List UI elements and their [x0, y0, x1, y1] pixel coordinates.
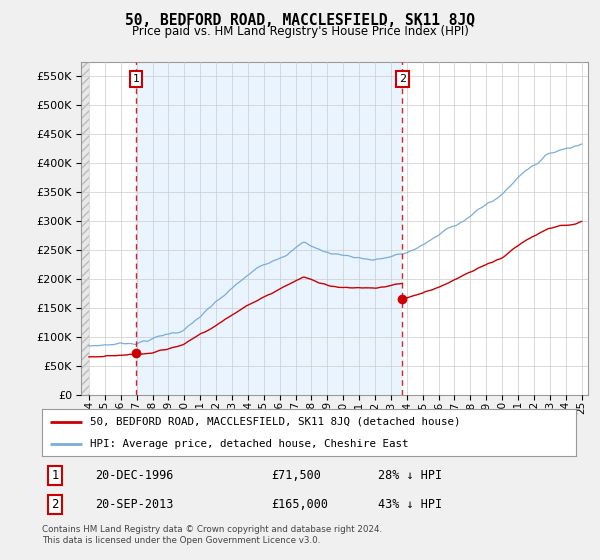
Text: 20-SEP-2013: 20-SEP-2013	[95, 498, 174, 511]
Text: 43% ↓ HPI: 43% ↓ HPI	[379, 498, 443, 511]
Text: 2: 2	[399, 74, 406, 84]
Text: 50, BEDFORD ROAD, MACCLESFIELD, SK11 8JQ (detached house): 50, BEDFORD ROAD, MACCLESFIELD, SK11 8JQ…	[90, 417, 461, 427]
Text: 50, BEDFORD ROAD, MACCLESFIELD, SK11 8JQ: 50, BEDFORD ROAD, MACCLESFIELD, SK11 8JQ	[125, 13, 475, 28]
Text: HPI: Average price, detached house, Cheshire East: HPI: Average price, detached house, Ches…	[90, 438, 409, 449]
Text: 1: 1	[133, 74, 140, 84]
Bar	[81, 62, 89, 395]
Bar	[136, 62, 403, 395]
Text: £71,500: £71,500	[272, 469, 322, 482]
Text: 28% ↓ HPI: 28% ↓ HPI	[379, 469, 443, 482]
Text: Contains HM Land Registry data © Crown copyright and database right 2024.
This d: Contains HM Land Registry data © Crown c…	[42, 525, 382, 545]
Text: 20-DEC-1996: 20-DEC-1996	[95, 469, 174, 482]
Text: £165,000: £165,000	[272, 498, 329, 511]
Text: 2: 2	[52, 498, 59, 511]
Text: 1: 1	[52, 469, 59, 482]
Text: Price paid vs. HM Land Registry's House Price Index (HPI): Price paid vs. HM Land Registry's House …	[131, 25, 469, 38]
